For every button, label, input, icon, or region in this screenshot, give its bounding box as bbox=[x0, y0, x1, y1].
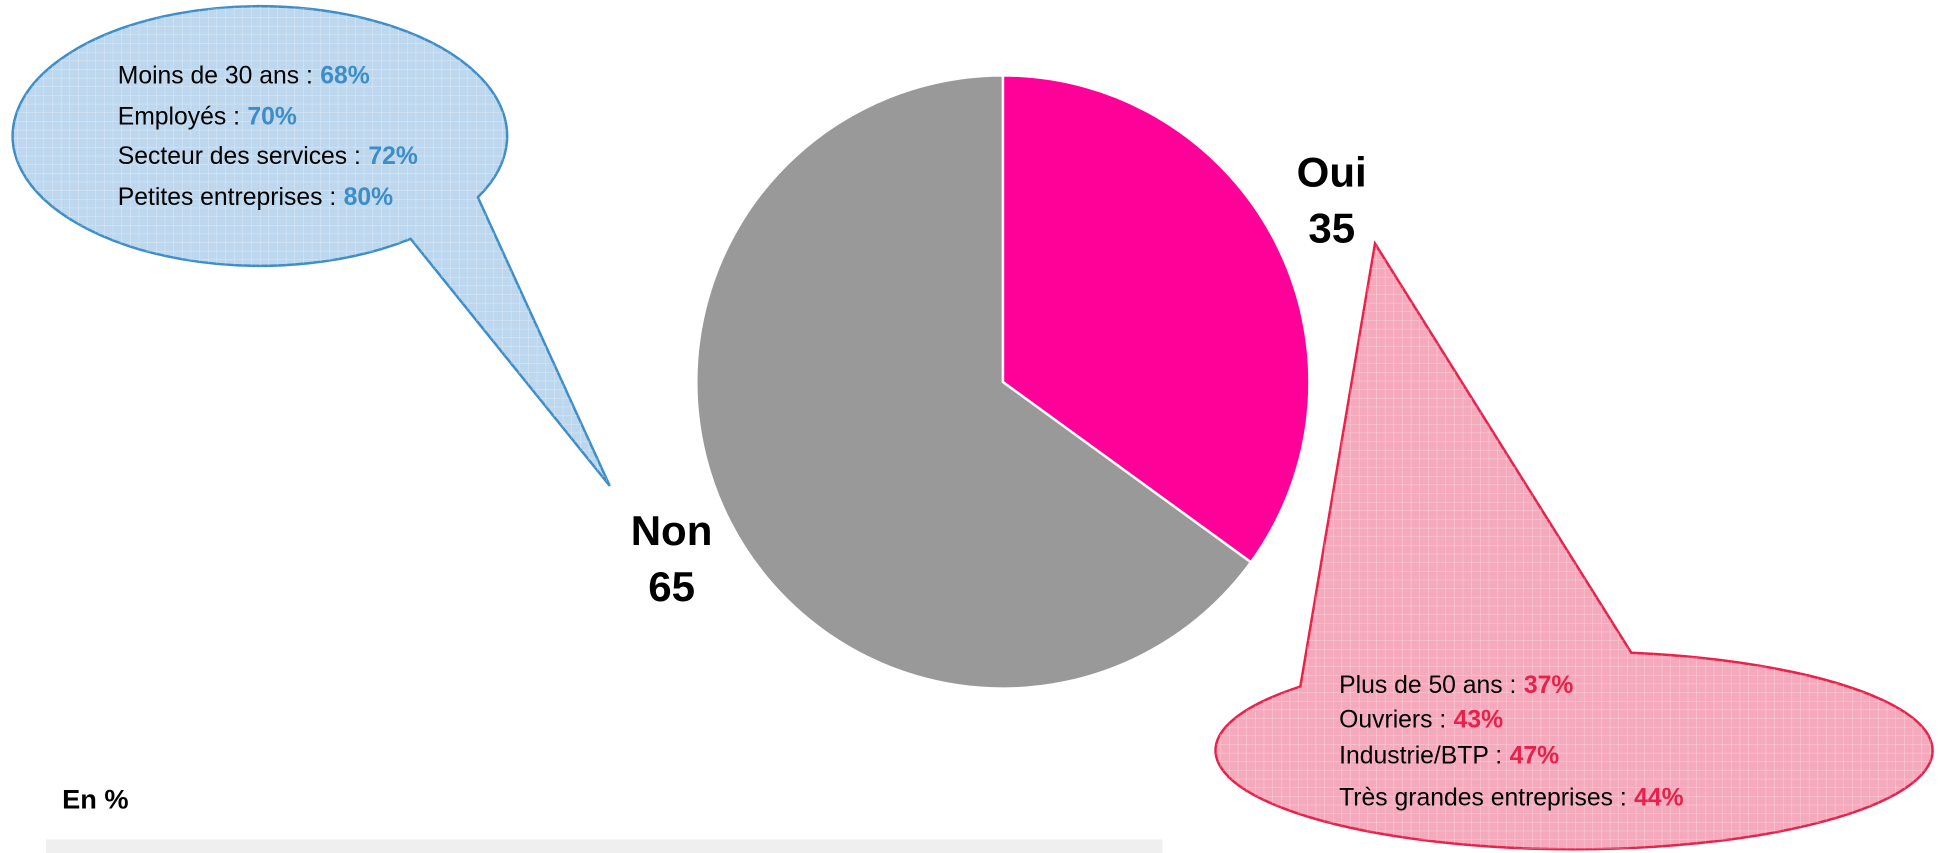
callout-text: Très grandes entreprises : bbox=[1339, 784, 1627, 811]
callout-text: Moins de 30 ans : bbox=[118, 62, 313, 89]
callout-figure: 72% bbox=[368, 143, 417, 170]
callout-line: Industrie/BTP : 47% bbox=[1339, 742, 1559, 769]
callout-line: Très grandes entreprises : 44% bbox=[1339, 784, 1684, 811]
callout-figure: 70% bbox=[247, 103, 296, 130]
callout-text: Petites entreprises : bbox=[118, 183, 336, 210]
callout-figure: 47% bbox=[1510, 742, 1559, 769]
callout-figure: 80% bbox=[344, 183, 393, 210]
callout-figure: 43% bbox=[1454, 706, 1503, 733]
callout-figure: 68% bbox=[320, 62, 369, 89]
slice-value: 65 bbox=[648, 563, 695, 610]
callout: Plus de 50 ans : 37% Ouvriers : 43% Industri… bbox=[1214, 240, 1934, 851]
callout-grid bbox=[12, 6, 610, 486]
callout-text: Secteur des services : bbox=[118, 143, 361, 170]
callout-text: Employés : bbox=[118, 103, 240, 130]
callout-line: Moins de 30 ans : 68% bbox=[118, 62, 370, 89]
footnote: En % bbox=[62, 783, 128, 814]
callout-line: Secteur des services : 72% bbox=[118, 143, 418, 170]
callout-figure: 44% bbox=[1634, 784, 1683, 811]
callout-text: Plus de 50 ans : bbox=[1339, 672, 1516, 699]
footer-bar bbox=[46, 839, 1163, 853]
callout-line: Ouvriers : 43% bbox=[1339, 706, 1503, 733]
pie-slice bbox=[695, 74, 1253, 690]
callout-line: Petites entreprises : 80% bbox=[118, 183, 393, 210]
callout-line: Plus de 50 ans : 37% bbox=[1339, 672, 1573, 699]
slice-value: 35 bbox=[1308, 204, 1355, 251]
pie-slice bbox=[1001, 74, 1311, 564]
callout-grid bbox=[1215, 243, 1933, 850]
slice-label: Oui bbox=[1297, 149, 1367, 196]
slice-label: Non bbox=[631, 507, 713, 554]
callout-line: Employés : 70% bbox=[118, 103, 297, 130]
callout: Moins de 30 ans : 68% Employés : 70% Secteur… bbox=[11, 4, 611, 487]
callout-text: Industrie/BTP : bbox=[1339, 742, 1502, 769]
callout-text: Ouvriers : bbox=[1339, 706, 1446, 733]
callout-figure: 37% bbox=[1524, 672, 1573, 699]
